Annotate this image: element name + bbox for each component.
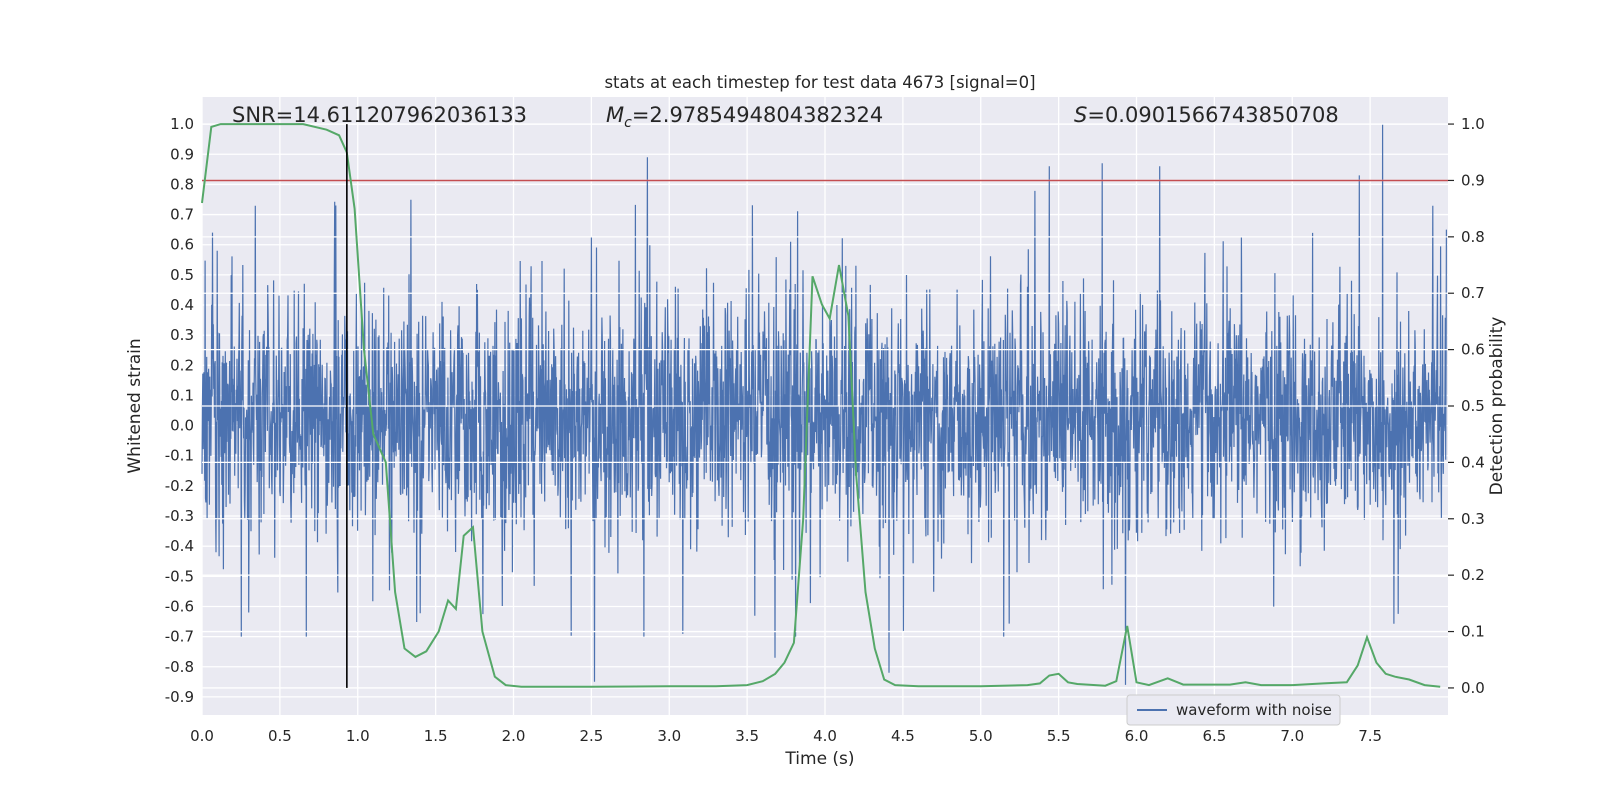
y2-tick-label: 0.3 xyxy=(1461,510,1485,528)
y-tick-label: -0.5 xyxy=(165,567,194,585)
y-tick-label: 0.3 xyxy=(170,326,194,344)
y2-tick-label: 0.8 xyxy=(1461,228,1485,246)
y2-tick-label: 0.6 xyxy=(1461,341,1485,359)
x-tick-label: 0.5 xyxy=(268,727,292,745)
x-tick-label: 4.5 xyxy=(891,727,915,745)
s-symbol: S xyxy=(1074,103,1087,127)
x-tick-label: 3.5 xyxy=(735,727,759,745)
y-tick-label: -0.4 xyxy=(165,537,194,555)
y2-tick-label: 0.0 xyxy=(1461,679,1485,697)
y2-tick-label: 0.7 xyxy=(1461,284,1485,302)
chart-title: stats at each timestep for test data 467… xyxy=(604,73,1035,92)
y-tick-label: -0.8 xyxy=(165,658,194,676)
x-tick-label: 3.0 xyxy=(657,727,681,745)
legend-box xyxy=(1126,694,1341,726)
y2-tick-label: 0.4 xyxy=(1461,453,1485,471)
y-tick-label: 0.7 xyxy=(170,206,194,224)
y-tick-label: 0.2 xyxy=(170,356,194,374)
y-tick-label: -0.1 xyxy=(165,447,194,465)
y2-tick-label: 0.9 xyxy=(1461,171,1485,189)
legend-label-waveform: waveform with noise xyxy=(1176,701,1332,719)
mc-value: =2.9785494804382324 xyxy=(632,103,883,127)
significance-annotation: S=0.0901566743850708 xyxy=(1074,103,1339,127)
y-tick-label: 0.0 xyxy=(170,417,194,435)
y-tick-label: 0.1 xyxy=(170,386,194,404)
y-tick-label: -0.6 xyxy=(165,597,194,615)
mc-subscript: c xyxy=(624,115,632,131)
s-value: =0.0901566743850708 xyxy=(1087,103,1338,127)
y-tick-label: 0.5 xyxy=(170,266,194,284)
y-axis-label: Whitened strain xyxy=(125,338,145,473)
overlay-marks xyxy=(201,123,1448,688)
x-axis-label: Time (s) xyxy=(784,749,854,769)
y-tick-label: 0.6 xyxy=(170,236,194,254)
axes: 0.0 0.5 1.0 1.5 2.0 2.5 3.0 3.5 4.0 4.5 5.0 5.5 6.0 6… xyxy=(165,115,1485,745)
y-tick-label: 0.9 xyxy=(170,145,194,163)
x-tick-label: 7.5 xyxy=(1358,727,1382,745)
y-tick-label: 0.4 xyxy=(170,296,194,314)
x-tick-label: 2.0 xyxy=(502,727,526,745)
probability-line xyxy=(201,123,1441,688)
y2-tick-label: 0.5 xyxy=(1461,397,1485,415)
waveform-line xyxy=(201,124,1447,685)
waveform-series xyxy=(201,124,1447,685)
x-tick-label: 5.0 xyxy=(969,727,993,745)
chirp-mass-annotation: Mc=2.9785494804382324 xyxy=(606,103,883,131)
x-tick-label: 2.5 xyxy=(579,727,603,745)
y-tick-label: -0.9 xyxy=(165,688,194,706)
x-tick-label: 1.5 xyxy=(424,727,448,745)
x-tick-label: 0.0 xyxy=(190,727,214,745)
y2-axis-label: Detection probability xyxy=(1487,317,1507,496)
legend: waveform with noise xyxy=(1126,694,1341,726)
y-tick-label: 0.8 xyxy=(170,175,194,193)
x-tick-label: 6.5 xyxy=(1202,727,1226,745)
y-tick-label: -0.7 xyxy=(165,628,194,646)
x-tick-label: 6.0 xyxy=(1125,727,1149,745)
y-tick-label: -0.2 xyxy=(165,477,194,495)
y2-tick-label: 1.0 xyxy=(1461,115,1485,133)
y2-tick-label: 0.1 xyxy=(1461,623,1485,641)
x-tick-label: 1.0 xyxy=(346,727,370,745)
y-tick-label: -0.3 xyxy=(165,507,194,525)
x-tick-label: 7.0 xyxy=(1280,727,1304,745)
snr-annotation: SNR=14.611207962036133 xyxy=(232,103,527,127)
x-tick-label: 5.5 xyxy=(1047,727,1071,745)
x-tick-label: 4.0 xyxy=(813,727,837,745)
mc-symbol: M xyxy=(606,103,624,127)
y-tick-label: 1.0 xyxy=(170,115,194,133)
y2-tick-label: 0.2 xyxy=(1461,566,1485,584)
